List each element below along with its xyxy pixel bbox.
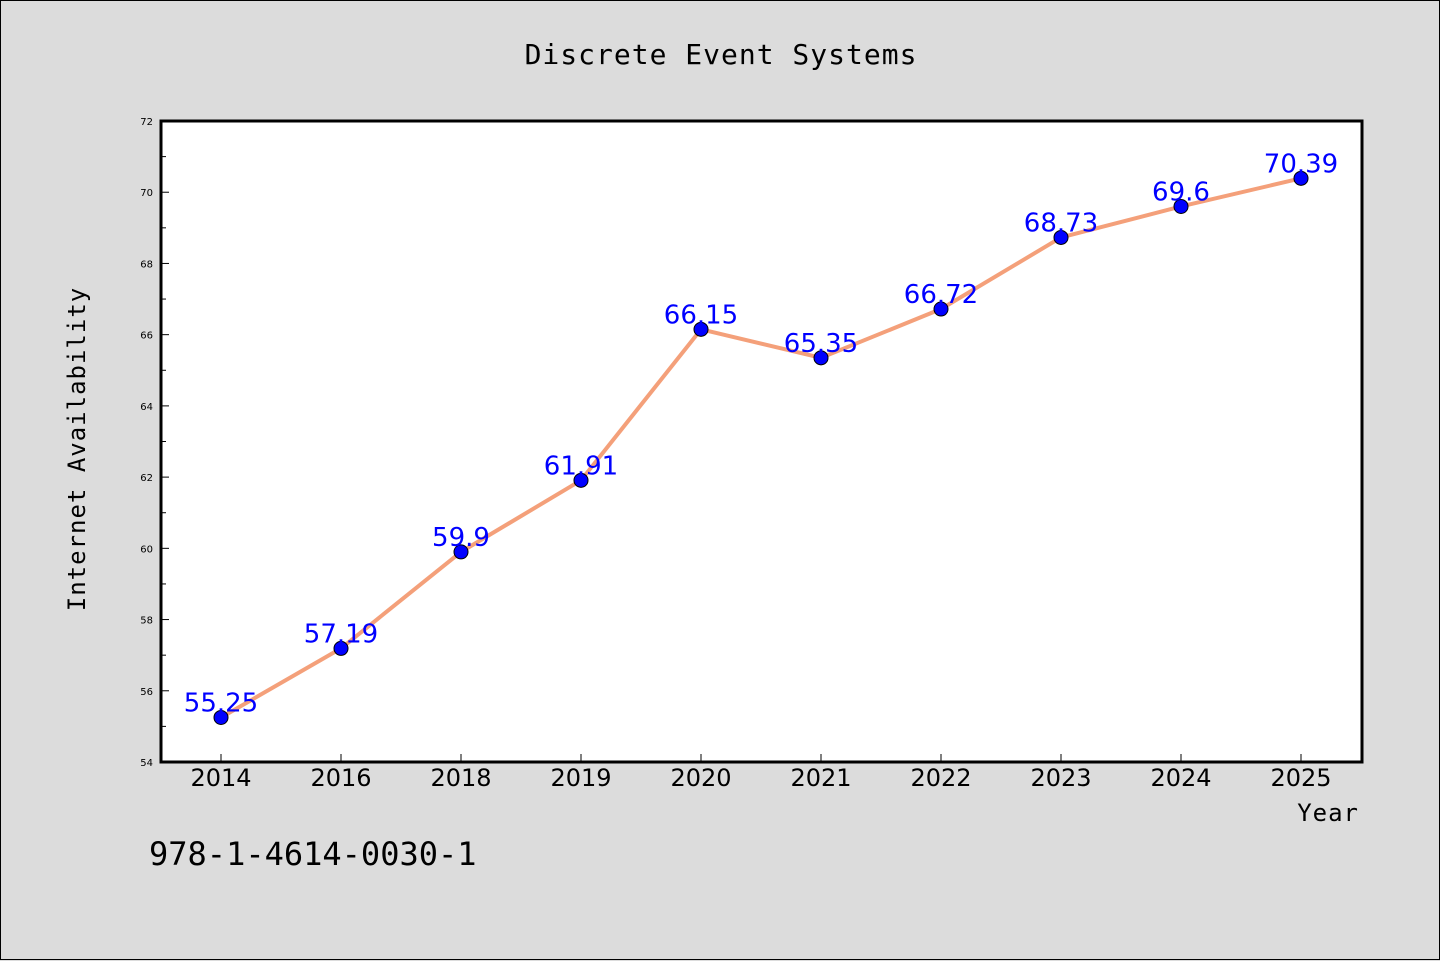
y-tick-label: 72 [140,117,153,128]
y-tick-label: 68 [140,259,153,270]
y-tick-label: 70 [140,188,153,199]
data-point-marker [813,350,829,366]
data-point-marker [453,544,469,560]
y-axis-label: Internet Availability [63,287,91,611]
y-tick-label: 58 [140,616,153,627]
data-value-label: 59.9 [432,523,490,553]
y-tick-label: 64 [140,402,153,413]
data-point-marker [213,709,229,725]
y-axis-ticks: 54 56 58 60 62 64 66 68 70 72 [140,117,169,769]
data-value-label: 70.39 [1264,149,1338,179]
x-tick-label: 2016 [310,764,371,792]
chart-title: Discrete Event Systems [525,38,918,71]
data-value-label: 66.72 [904,280,978,310]
data-value-label: 57.19 [304,619,378,649]
x-tick-label: 2021 [790,764,851,792]
y-tick-label: 56 [140,687,153,698]
data-point-marker [693,321,709,337]
data-label-group: 55.25 57.19 59.9 61.91 66.15 65.35 66.72 68.73 6… [184,149,1338,718]
x-axis-ticks: 2014 2016 2018 2019 2020 2021 2022 2023 2024 2025 [190,754,1332,792]
data-value-label: 61.91 [544,451,618,481]
data-value-label: 66.15 [664,300,738,330]
x-tick-label: 2020 [670,764,731,792]
y-tick-label: 60 [140,544,153,555]
isbn-footnote: 978-1-4614-0030-1 [149,835,477,873]
data-value-label: 65.35 [784,329,858,359]
data-point-marker [573,472,589,488]
x-axis-label: Year [1297,799,1359,827]
y-tick-label: 54 [140,758,153,769]
data-point-marker [1293,170,1309,186]
y-tick-label: 62 [140,473,153,484]
plot-area [159,119,1364,764]
x-tick-label: 2024 [1150,764,1211,792]
x-tick-label: 2019 [550,764,611,792]
data-point-marker [1053,229,1069,245]
data-value-label: 69.6 [1152,177,1210,207]
data-point-marker [933,301,949,317]
x-tick-label: 2022 [910,764,971,792]
marker-group [213,170,1309,725]
series-line-group [219,176,1303,720]
series-line [219,176,1303,720]
x-tick-label: 2025 [1270,764,1331,792]
data-value-label: 68.73 [1024,208,1098,238]
y-tick-label: 66 [140,331,153,342]
data-point-marker [333,640,349,656]
data-value-label: 55.25 [184,688,258,718]
x-tick-label: 2014 [190,764,251,792]
x-tick-label: 2023 [1030,764,1091,792]
x-tick-label: 2018 [430,764,491,792]
data-point-marker [1173,198,1189,214]
